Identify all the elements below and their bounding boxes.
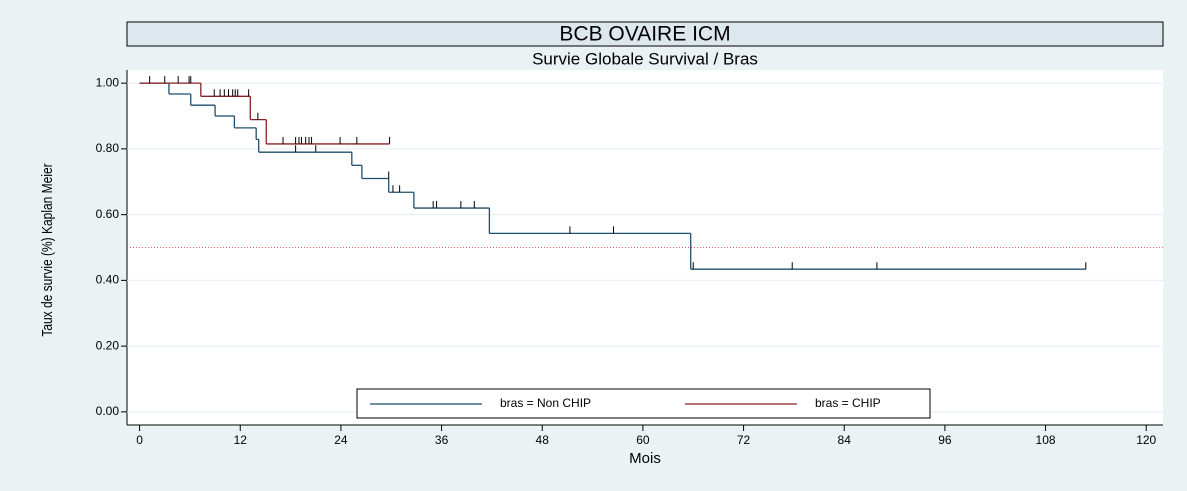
- y-tick-label: 1.00: [96, 75, 120, 89]
- x-axis-label: Mois: [629, 450, 661, 467]
- x-tick-label: 0: [136, 433, 143, 447]
- x-tick-label: 60: [636, 433, 650, 447]
- x-tick-label: 24: [334, 433, 348, 447]
- x-tick-label: 84: [838, 433, 852, 447]
- y-tick-label: 0.60: [96, 207, 120, 221]
- x-tick-label: 12: [234, 433, 248, 447]
- y-axis-label: Taux de survie (%) Kaplan Meier: [39, 163, 56, 337]
- legend-label: bras = Non CHIP: [500, 396, 591, 410]
- x-tick-label: 48: [536, 433, 550, 447]
- chart-subtitle: Survie Globale Survival / Bras: [532, 49, 758, 68]
- chart-title: BCB OVAIRE ICM: [559, 23, 730, 46]
- y-tick-label: 0.80: [96, 141, 120, 155]
- y-tick-label: 0.40: [96, 273, 120, 287]
- y-tick-label: 0.00: [96, 404, 120, 418]
- title-box: [126, 21, 1164, 47]
- x-tick-label: 72: [737, 433, 751, 447]
- plot-area: [127, 70, 1163, 425]
- legend-label: bras = CHIP: [815, 396, 881, 410]
- x-tick-label: 120: [1136, 433, 1156, 447]
- x-tick-label: 96: [938, 433, 952, 447]
- x-tick-label: 108: [1036, 433, 1056, 447]
- x-tick-label: 36: [435, 433, 449, 447]
- y-tick-label: 0.20: [96, 338, 120, 352]
